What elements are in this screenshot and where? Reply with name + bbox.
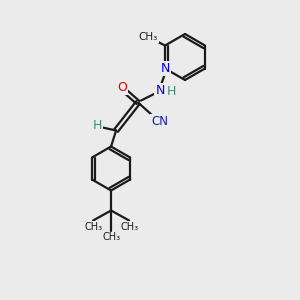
Text: H: H: [167, 85, 176, 98]
Text: CN: CN: [152, 115, 169, 128]
Text: N: N: [160, 62, 170, 75]
Text: CH₃: CH₃: [84, 221, 102, 232]
Text: H: H: [92, 119, 102, 132]
Text: CH₃: CH₃: [102, 232, 120, 242]
Text: O: O: [117, 81, 127, 94]
Text: CH₃: CH₃: [139, 32, 158, 41]
Text: CH₃: CH₃: [120, 221, 138, 232]
Text: N: N: [155, 84, 165, 97]
